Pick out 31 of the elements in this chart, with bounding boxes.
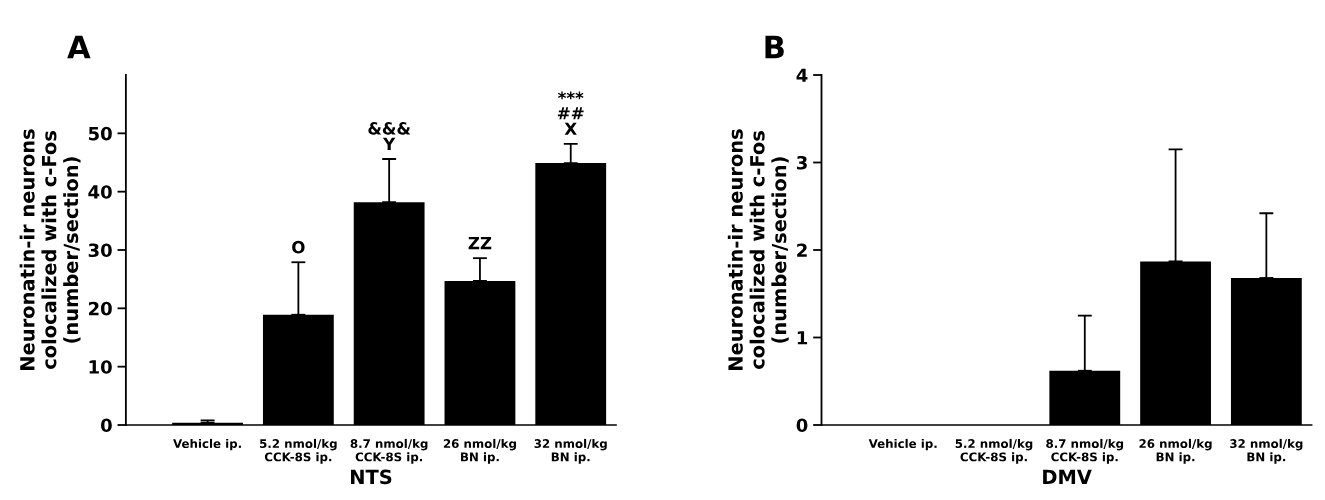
y-tick-label: 4 xyxy=(796,68,808,82)
x-axis-title: DMV xyxy=(1043,469,1092,484)
y-tick-label: 40 xyxy=(88,185,112,199)
annotation: O xyxy=(292,240,305,254)
y-tick-label: 50 xyxy=(88,126,112,141)
annotation: &&& Y xyxy=(368,122,411,150)
y-tick-label: 1 xyxy=(797,331,808,345)
x-tick-label: 5.2 nmol/kg CCK-8S ip. xyxy=(260,438,337,464)
x-tick-label: 8.7 nmol/kg CCK-8S ip. xyxy=(1046,438,1124,464)
chart-title: B xyxy=(765,35,784,59)
y-axis-title: Neuronatin-ir neurons colocalized with c-Fos (number/section) xyxy=(727,129,789,370)
y-tick-label: 0 xyxy=(100,418,112,433)
x-tick-label: 8.7 nmol/kg CCK-8S ip. xyxy=(350,438,428,464)
y-tick-label: 10 xyxy=(89,360,112,374)
y-tick-label: 3 xyxy=(796,155,807,170)
x-tick-label: Vehicle ip. xyxy=(868,438,937,451)
y-tick-label: 0 xyxy=(796,418,808,433)
x-tick-label: 26 nmol/kg BN ip. xyxy=(443,438,516,464)
y-tick-label: 2 xyxy=(797,243,807,257)
annotation: *** ## X xyxy=(557,91,584,135)
annotation: ZZ xyxy=(468,236,492,250)
x-tick-label: 5.2 nmol/kg CCK-8S ip. xyxy=(955,438,1033,464)
y-tick-label: 20 xyxy=(88,301,112,316)
x-tick-label: 32 nmol/kg BN ip. xyxy=(534,438,607,464)
y-tick-label: 30 xyxy=(88,243,112,258)
x-axis-title: NTS xyxy=(351,469,392,485)
x-tick-label: 32 nmol/kg BN ip. xyxy=(1230,438,1303,464)
x-tick-label: 26 nmol/kg BN ip. xyxy=(1139,438,1212,464)
y-axis-title: Neuronatin-ir neurons colocalized with c-Fos (number/section) xyxy=(19,129,81,370)
x-tick-label: Vehicle ip. xyxy=(173,438,241,451)
chart-title: A xyxy=(67,35,91,59)
